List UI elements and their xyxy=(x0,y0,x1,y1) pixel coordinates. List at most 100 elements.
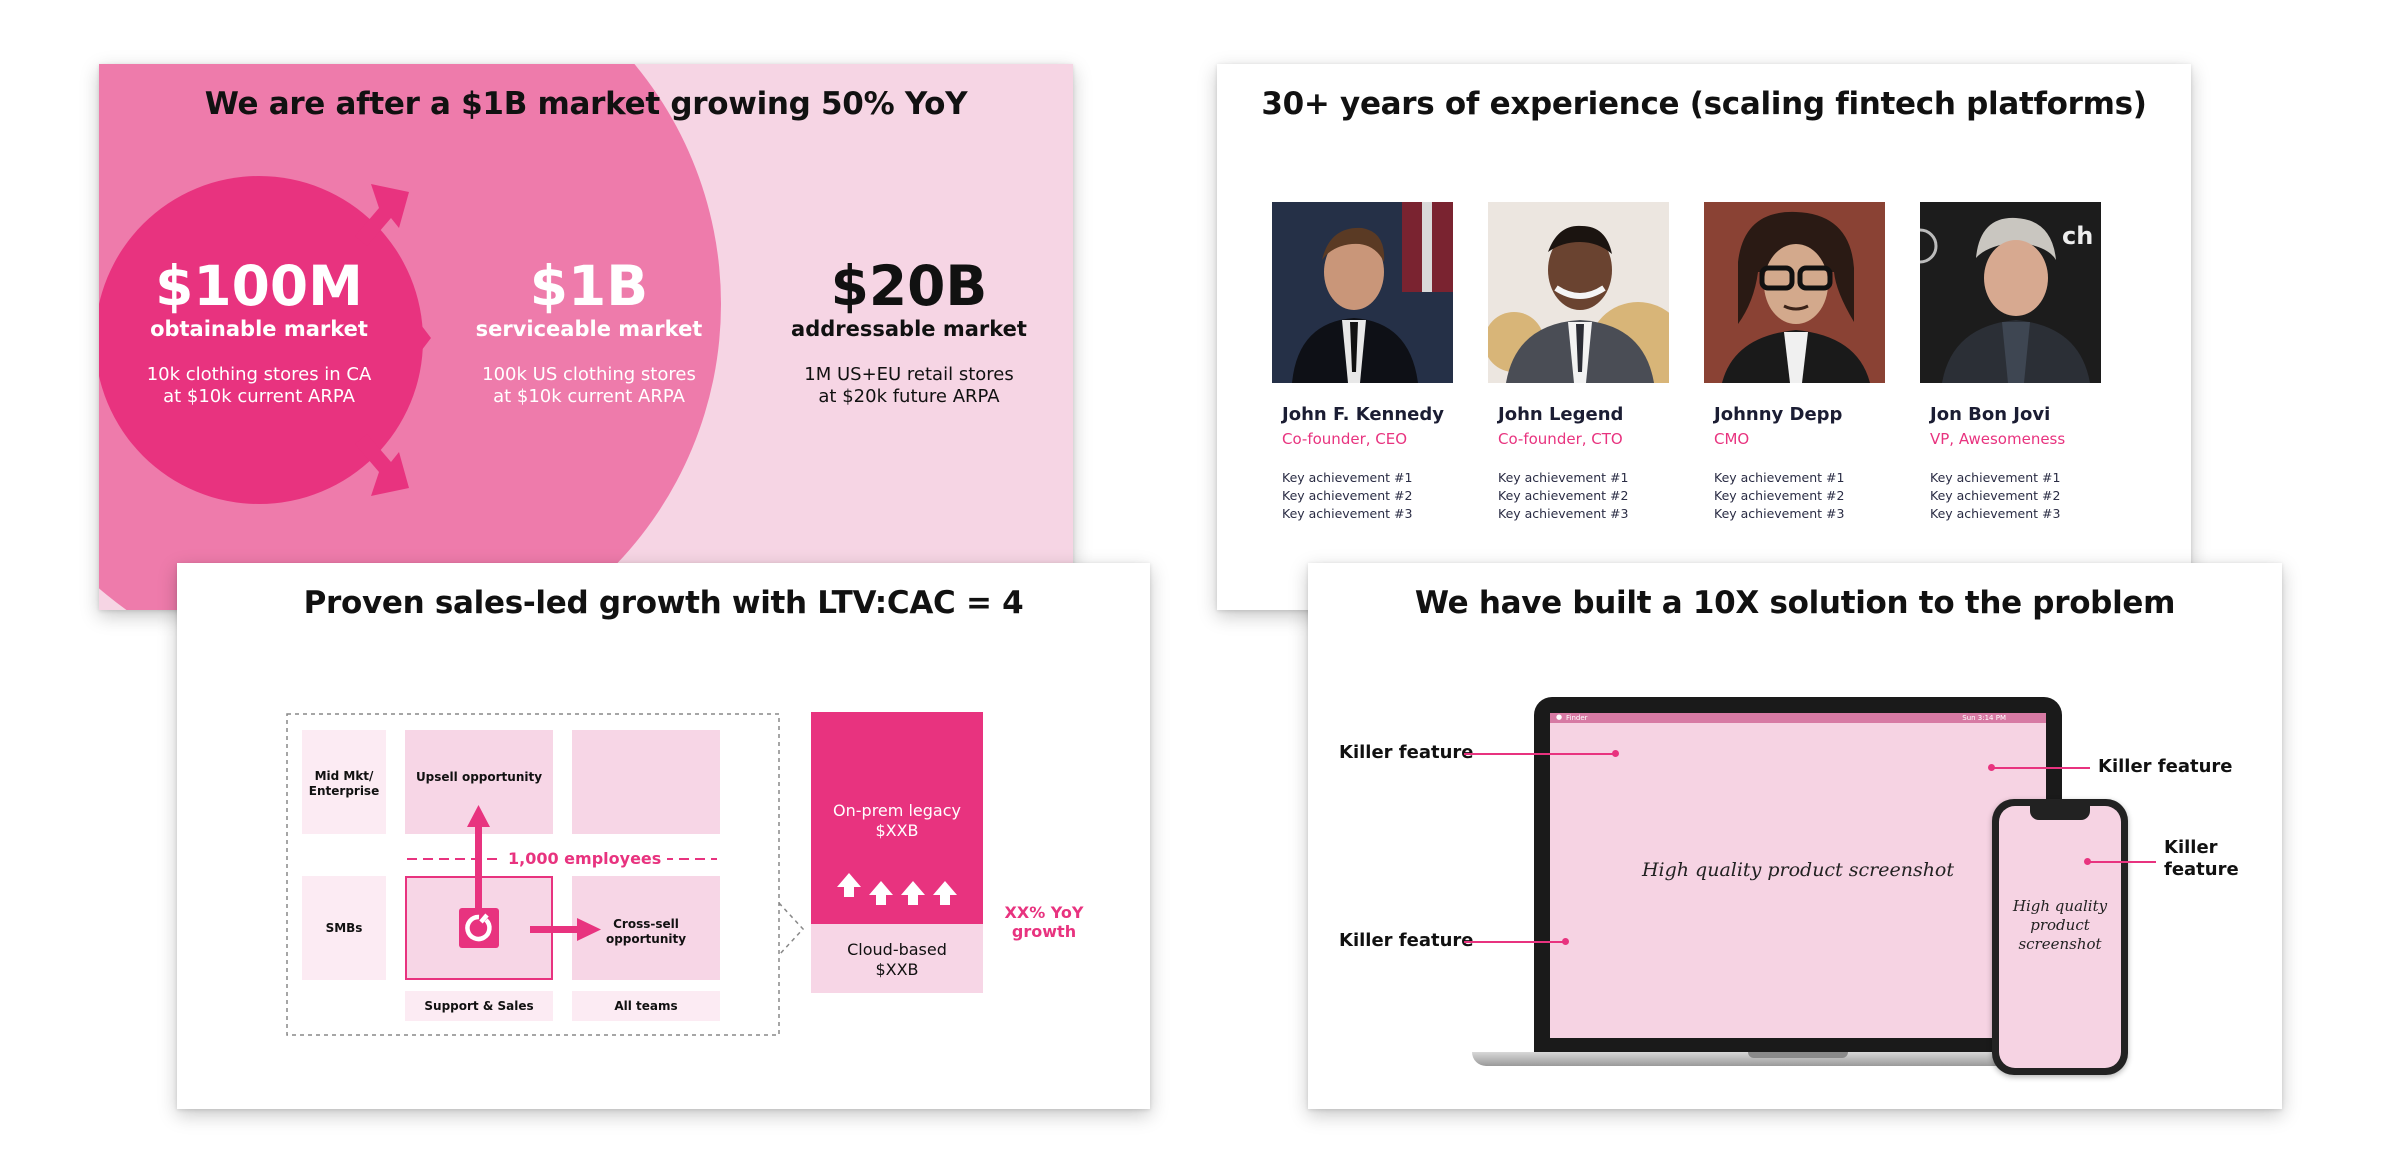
portrait-icon xyxy=(1488,202,1669,383)
laptop-notch xyxy=(1748,1052,1848,1058)
member-role-2: Co-founder, CTO xyxy=(1498,430,1623,448)
growth-arrows xyxy=(467,805,601,941)
achievement: Key achievement #3 xyxy=(1930,506,2061,521)
callout-line xyxy=(1992,767,2090,769)
logo-icon xyxy=(459,908,499,948)
achievement: Key achievement #1 xyxy=(1498,470,1629,485)
callout-dot xyxy=(1562,938,1569,945)
achievement: Key achievement #2 xyxy=(1930,488,2061,503)
tam-desc-2: at $20k future ARPA xyxy=(818,386,1000,407)
col-all xyxy=(572,991,720,1021)
cloud-box xyxy=(811,924,983,993)
onprem-title: On-prem legacy xyxy=(833,801,961,820)
som-block: $100M obtainable market 10k clothing sto… xyxy=(119,256,399,408)
callout-dot xyxy=(2084,858,2091,865)
crosssell-label: Cross-sell opportunity xyxy=(605,917,687,946)
tam-block: $20B addressable market 1M US+EU retail … xyxy=(759,256,1059,408)
som-desc-1: 10k clothing stores in CA xyxy=(146,364,372,385)
member-role-4: VP, Awesomeness xyxy=(1930,430,2066,448)
onprem-box xyxy=(811,712,983,924)
callout-line xyxy=(1464,941,1566,943)
member-name-3: Johnny Depp xyxy=(1714,404,1843,425)
cloud-title: Cloud-based xyxy=(847,940,947,959)
som-value: $100M xyxy=(155,254,363,318)
col-all-label: All teams xyxy=(614,999,678,1013)
laptop-screen xyxy=(1550,713,2046,1038)
member-role-1: Co-founder, CEO xyxy=(1282,430,1408,448)
member-achievements-3: Key achievement #1 Key achievement #2 Ke… xyxy=(1714,469,1844,523)
member-role-3: CMO xyxy=(1714,430,1750,448)
achievement: Key achievement #1 xyxy=(1714,470,1845,485)
sam-desc-2: at $10k current ARPA xyxy=(493,386,685,407)
upsell-label: Upsell opportunity xyxy=(415,770,543,784)
onprem-label: On-prem legacy $XXB xyxy=(811,801,983,841)
killer-feature-label-3: Killer feature xyxy=(2098,756,2233,777)
achievement: Key achievement #3 xyxy=(1498,506,1629,521)
growth-slide[interactable]: Proven sales-led growth with LTV:CAC = 4… xyxy=(177,563,1150,1109)
member-achievements-2: Key achievement #1 Key achievement #2 Ke… xyxy=(1498,469,1628,523)
phone-notch xyxy=(2030,806,2090,820)
member-photo-3 xyxy=(1704,202,1885,383)
phone-screenshot-text: High quality product screenshot xyxy=(2012,897,2108,953)
member-achievements-1: Key achievement #1 Key achievement #2 Ke… xyxy=(1282,469,1412,523)
portrait-icon: ch xyxy=(1920,202,2101,383)
onprem-value: $XXB xyxy=(875,821,919,840)
slide-title: We are after a $1B market growing 50% Yo… xyxy=(204,86,968,122)
menu-bar: ● Finder Sun 3:14 PM xyxy=(1550,713,2046,723)
col-support-label: Support & Sales xyxy=(424,999,534,1013)
team-slide[interactable]: 30+ years of experience (scaling fintech… xyxy=(1217,64,2191,610)
killer-feature-label-1: Killer feature xyxy=(1339,742,1474,763)
callout-dot xyxy=(1612,750,1619,757)
sam-value: $1B xyxy=(529,254,649,318)
empty-cell xyxy=(572,730,720,834)
employees-label: 1,000 employees xyxy=(502,849,668,869)
col-support xyxy=(405,991,553,1021)
laptop-screenshot-text: High quality product screenshot xyxy=(1641,859,1955,881)
member-photo-1 xyxy=(1272,202,1453,383)
killer-feature-label-2: Killer feature xyxy=(1339,930,1474,951)
achievement: Key achievement #2 xyxy=(1498,488,1629,503)
achievement: Key achievement #2 xyxy=(1714,488,1845,503)
member-name-4: Jon Bon Jovi xyxy=(1930,404,2051,425)
som-circle xyxy=(99,176,423,504)
achievement: Key achievement #3 xyxy=(1714,506,1845,521)
killer-word: Killer xyxy=(2164,837,2218,858)
sam-desc-1: 100k US clothing stores xyxy=(482,364,696,385)
yoy-growth-label: XX% YoY growth xyxy=(1004,903,1084,941)
tam-value: $20B xyxy=(830,254,988,318)
row-smbs xyxy=(302,876,386,980)
member-name-1: John F. Kennedy xyxy=(1282,404,1445,425)
achievement: Key achievement #1 xyxy=(1282,470,1413,485)
slide-title: Proven sales-led growth with LTV:CAC = 4 xyxy=(303,585,1024,621)
portrait-icon xyxy=(1272,202,1453,383)
market-circles xyxy=(99,64,1073,610)
callout-line xyxy=(1464,753,1616,755)
member-achievements-4: Key achievement #1 Key achievement #2 Ke… xyxy=(1930,469,2060,523)
solution-slide[interactable]: We have built a 10X solution to the prob… xyxy=(1308,563,2282,1109)
menubar-app: Finder xyxy=(1566,714,1588,722)
svg-text:ch: ch xyxy=(2062,222,2093,250)
callout-line xyxy=(2088,861,2156,863)
slide-title: We have built a 10X solution to the prob… xyxy=(1414,585,2176,621)
row-mid-market-label: Mid Mkt/ Enterprise xyxy=(308,769,380,798)
up-arrows-icon xyxy=(837,873,957,905)
cloud-label: Cloud-based $XXB xyxy=(811,940,983,980)
achievement: Key achievement #3 xyxy=(1282,506,1413,521)
sam-label: serviceable market xyxy=(475,317,703,341)
som-label: obtainable market xyxy=(150,317,368,341)
member-photo-4: ch xyxy=(1920,202,2101,383)
cloud-value: $XXB xyxy=(875,960,919,979)
portrait-icon xyxy=(1704,202,1885,383)
member-photo-2 xyxy=(1488,202,1669,383)
expansion-arrows xyxy=(355,184,431,496)
slide-title: 30+ years of experience (scaling fintech… xyxy=(1261,86,2147,122)
som-desc-2: at $10k current ARPA xyxy=(163,386,355,407)
achievement: Key achievement #2 xyxy=(1282,488,1413,503)
phone-screen xyxy=(1999,806,2121,1068)
feature-word: feature xyxy=(2164,859,2239,880)
achievement: Key achievement #1 xyxy=(1930,470,2061,485)
sam-block: $1B serviceable market 100k US clothing … xyxy=(439,256,739,408)
row-mid-market xyxy=(302,730,386,834)
row-smbs-label: SMBs xyxy=(325,921,363,935)
market-slide[interactable]: We are after a $1B market growing 50% Yo… xyxy=(99,64,1073,610)
